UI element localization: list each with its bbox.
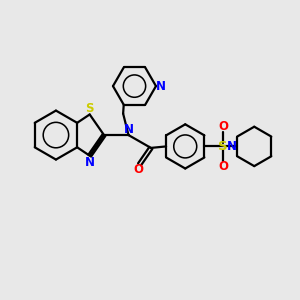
Text: N: N [85,156,95,169]
Text: S: S [85,102,93,115]
Text: O: O [218,120,228,133]
Text: N: N [124,124,134,136]
Text: N: N [156,80,167,93]
Text: O: O [134,163,143,176]
Text: N: N [227,140,237,153]
Text: S: S [218,140,228,153]
Text: O: O [218,160,228,172]
